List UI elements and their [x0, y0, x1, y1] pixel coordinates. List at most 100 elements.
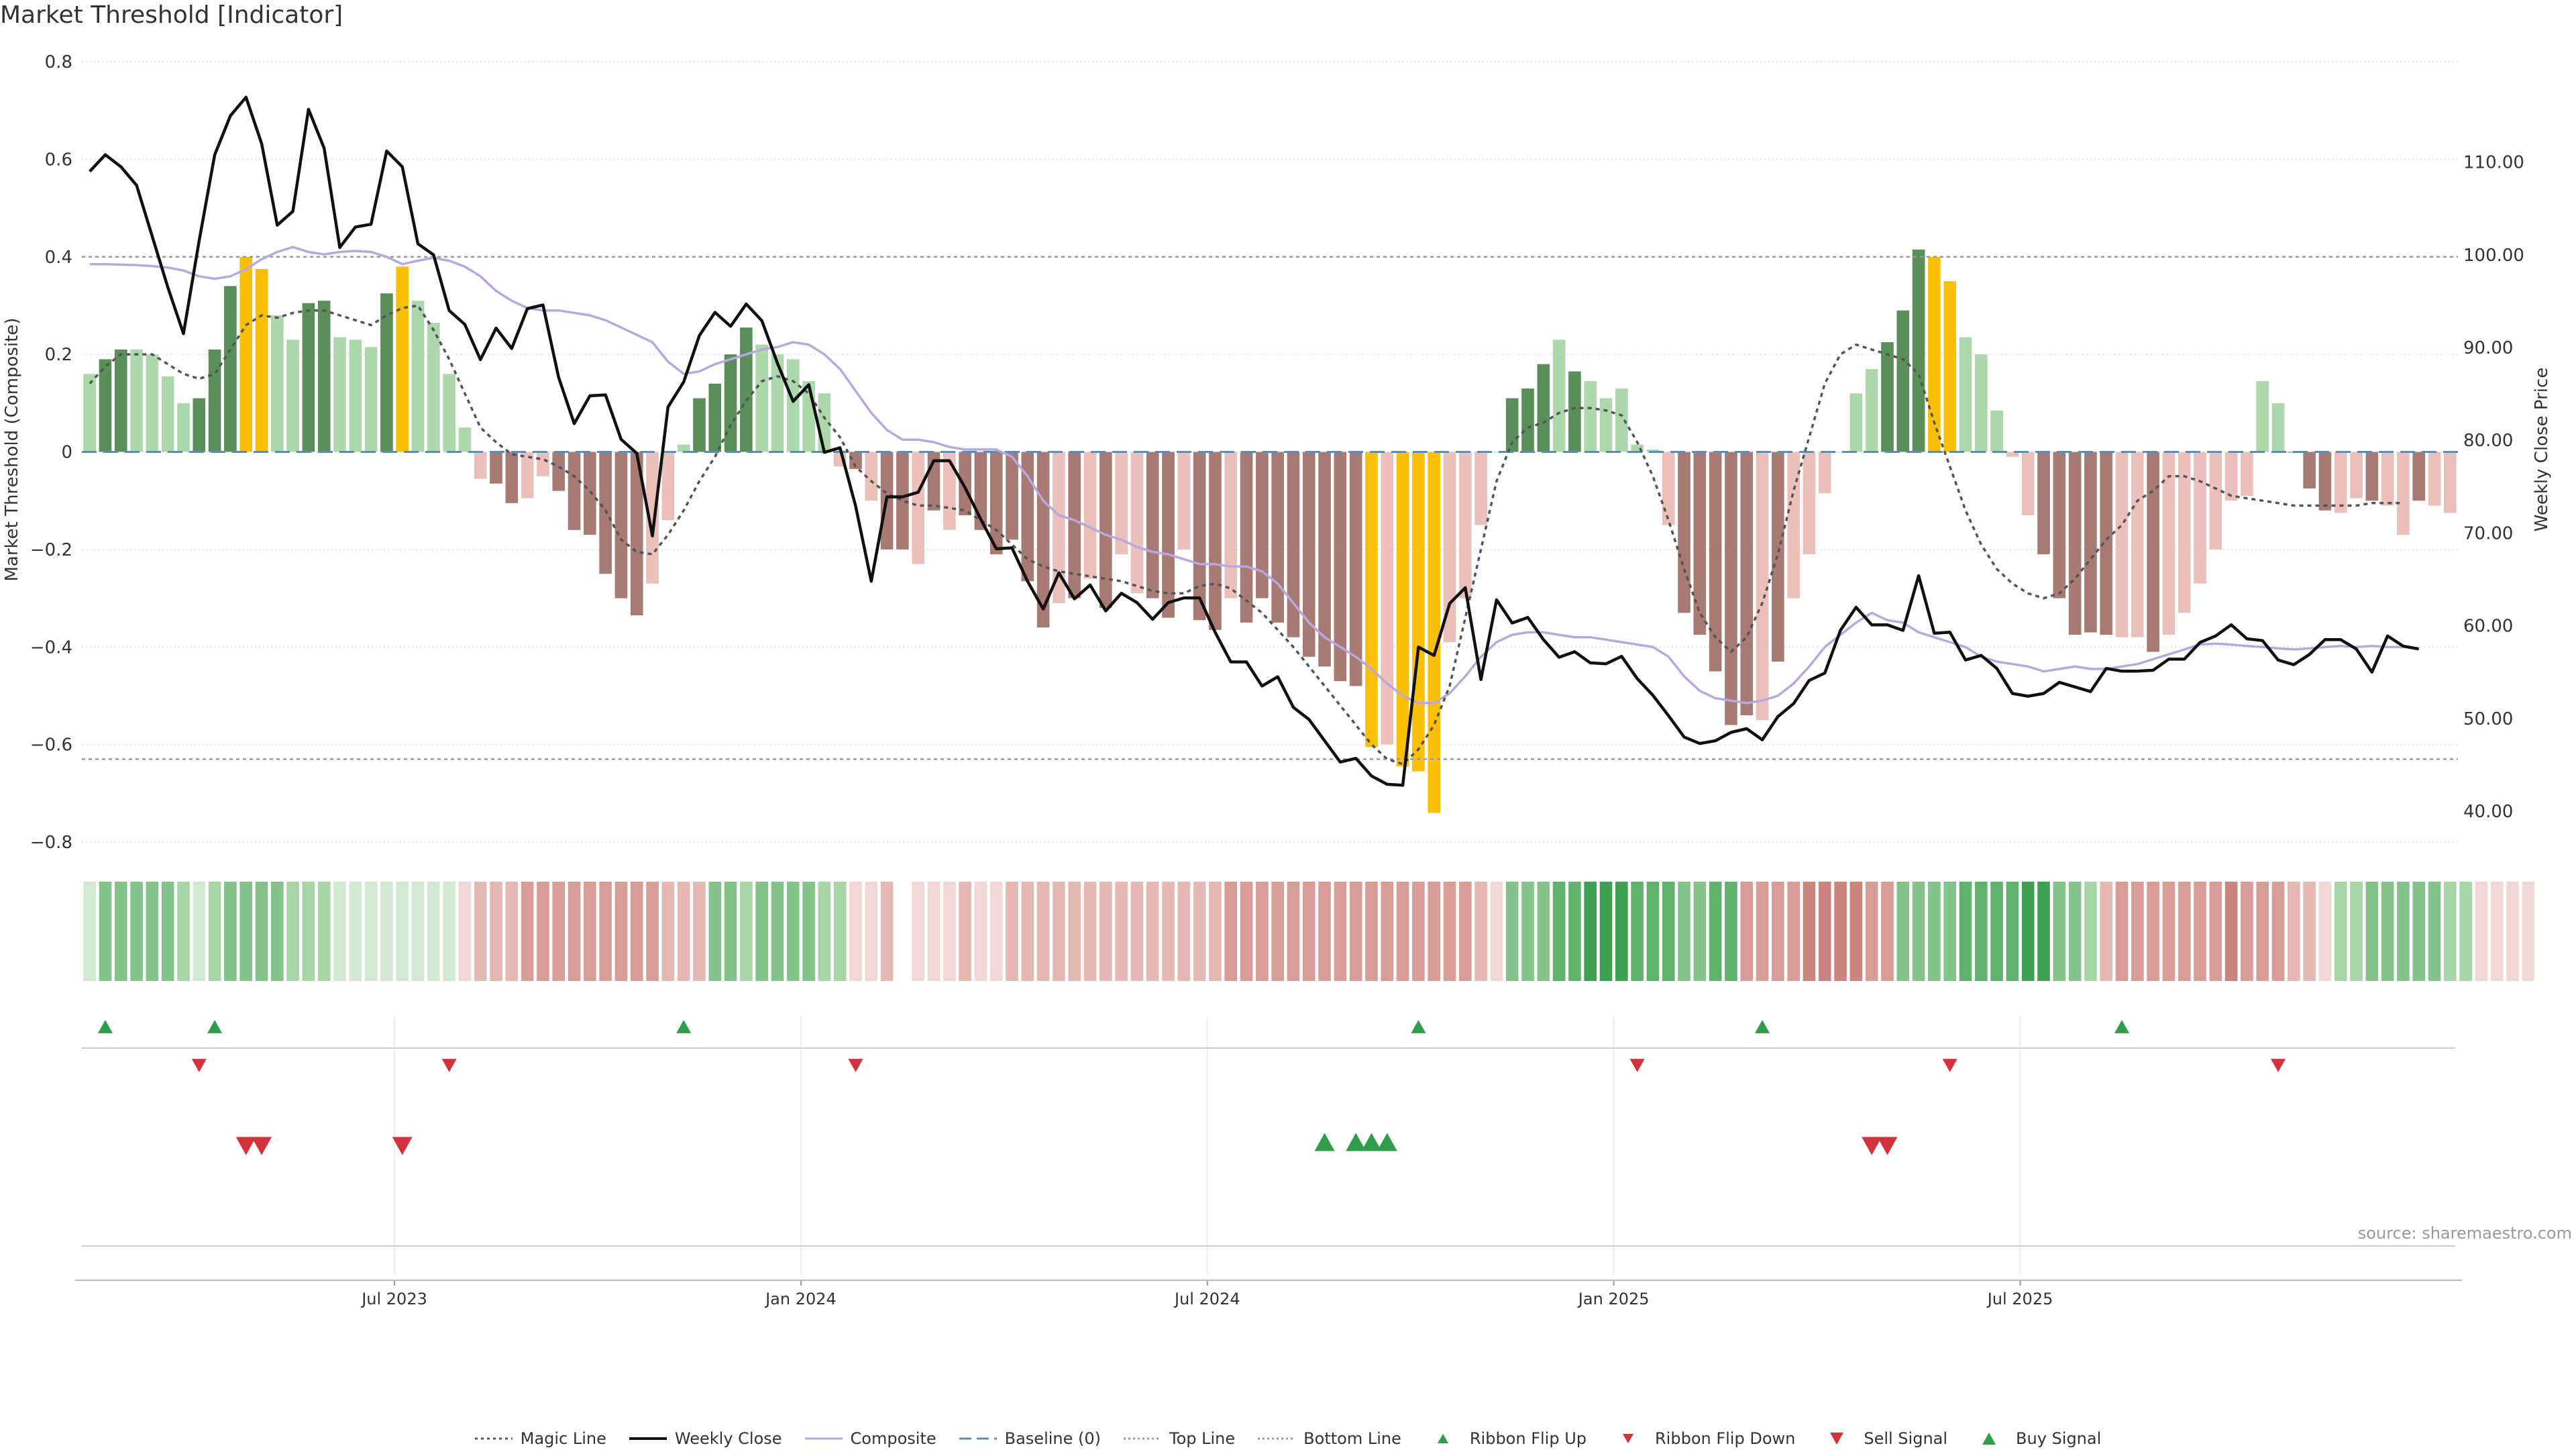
legend-label: Buy Signal — [2016, 1429, 2102, 1448]
composite-bar — [1881, 342, 1894, 452]
ribbon-cell — [2241, 882, 2253, 981]
composite-bar — [1162, 452, 1175, 618]
composite-bar — [959, 452, 971, 515]
ribbon-cell — [177, 882, 190, 981]
ribbon-cell — [2209, 882, 2222, 981]
composite-bar — [1334, 452, 1347, 682]
ribbon-cell — [1334, 882, 1347, 981]
composite-bar — [1381, 452, 1394, 745]
ribbon-cell — [1256, 882, 1269, 981]
ribbon-cell — [584, 882, 596, 981]
ribbon-cell — [1709, 882, 1722, 981]
composite-bar — [2412, 452, 2426, 501]
ribbon-cell — [1490, 882, 1503, 981]
ribbon-cell — [1865, 882, 1878, 981]
ribbon-cell — [2428, 882, 2441, 981]
composite-bar — [1740, 452, 1754, 716]
composite-bar — [1474, 452, 1487, 525]
composite-bar — [2256, 381, 2269, 452]
composite-bar — [1849, 393, 1863, 452]
composite-bar — [1615, 388, 1628, 452]
ribbon-cell — [2115, 882, 2129, 981]
ribbon-cell — [2506, 882, 2519, 981]
composite-bar — [1631, 444, 1644, 452]
composite-bars — [83, 249, 2457, 813]
composite-bar — [255, 268, 268, 452]
ribbon-cell — [1521, 882, 1534, 981]
ribbon-cell — [2194, 882, 2206, 981]
ribbon-cell — [239, 882, 252, 981]
ribbon-cell — [1849, 882, 1863, 981]
ribbon-cell — [2178, 882, 2191, 981]
composite-bar — [1271, 452, 1284, 623]
ribbon-cell — [1458, 882, 1472, 981]
composite-bar — [2162, 452, 2176, 635]
composite-bar — [1068, 452, 1081, 599]
ribbon-cell — [490, 882, 502, 981]
composite-bar — [146, 354, 159, 452]
composite-bar — [2428, 452, 2441, 506]
ribbon-cell — [1787, 882, 1800, 981]
composite-bar — [1240, 452, 1253, 623]
ribbon-cell — [302, 882, 315, 981]
composite-bar — [1990, 410, 2003, 452]
weekly-close-line — [89, 95, 2420, 787]
composite-bar — [2350, 452, 2363, 499]
composite-bar — [1678, 452, 1690, 613]
legend: Magic Line Weekly Close Composite Baseline … — [0, 1425, 2576, 1452]
composite-bar — [1302, 452, 1316, 657]
composite-bar — [724, 354, 737, 452]
composite-bar — [349, 340, 362, 452]
y2-tick-label: 60.00 — [2463, 617, 2513, 637]
ribbon-flip-down-marker — [191, 1059, 207, 1072]
ribbon-cell — [1662, 882, 1675, 981]
ribbon-cell — [2412, 882, 2426, 981]
ribbon-cell — [505, 882, 519, 981]
ribbon-cell — [2162, 882, 2176, 981]
ribbon-cell — [2303, 882, 2316, 981]
composite-bar — [584, 452, 596, 535]
y-tick-label: −0.4 — [30, 637, 72, 658]
ribbon-cell — [1505, 882, 1519, 981]
y-tick-label: −0.6 — [30, 735, 72, 756]
composite-bar — [1053, 452, 1065, 603]
composite-bar — [1756, 452, 1769, 721]
ribbon-cell — [708, 882, 722, 981]
ribbon-cell — [1474, 882, 1487, 981]
ribbon-cell — [1928, 882, 1941, 981]
legend-label: Ribbon Flip Down — [1655, 1429, 1796, 1448]
ribbon-cell — [1177, 882, 1191, 981]
legend-item: Ribbon Flip Down — [1609, 1429, 1795, 1448]
legend-item: Ribbon Flip Up — [1424, 1429, 1587, 1448]
ribbon-cell — [880, 882, 894, 981]
composite-bar — [193, 398, 206, 452]
y-tick-label: −0.8 — [30, 833, 72, 853]
ribbon-cell — [1302, 882, 1316, 981]
composite-bar — [333, 337, 346, 452]
dotted-line-icon — [474, 1437, 513, 1440]
legend-item: Weekly Close — [629, 1429, 782, 1448]
composite-bar — [1552, 340, 1566, 452]
ribbon-cell — [396, 882, 409, 981]
composite-bar — [1865, 368, 1878, 452]
ribbon-cell — [1115, 882, 1128, 981]
composite-bar — [177, 403, 190, 452]
composite-bar — [2271, 403, 2285, 452]
ribbon-cell — [2365, 882, 2379, 981]
ribbon-cell — [693, 882, 706, 981]
ribbon-cell — [2271, 882, 2285, 981]
ribbon-cell — [1974, 882, 1988, 981]
composite-bar — [474, 452, 487, 479]
ribbon-cell — [1725, 882, 1737, 981]
composite-bar — [317, 301, 331, 452]
composite-bar — [2334, 452, 2347, 513]
ribbon-cell — [959, 882, 971, 981]
ribbon-cell — [1756, 882, 1769, 981]
composite-bar — [2084, 452, 2097, 633]
composite-bar — [1568, 371, 1581, 452]
ribbon-cell — [2256, 882, 2269, 981]
ribbon-flip-up-marker — [1411, 1020, 1426, 1033]
composite-bar — [2381, 452, 2394, 506]
ribbon-cell — [1396, 882, 1409, 981]
ribbon-cell — [349, 882, 362, 981]
